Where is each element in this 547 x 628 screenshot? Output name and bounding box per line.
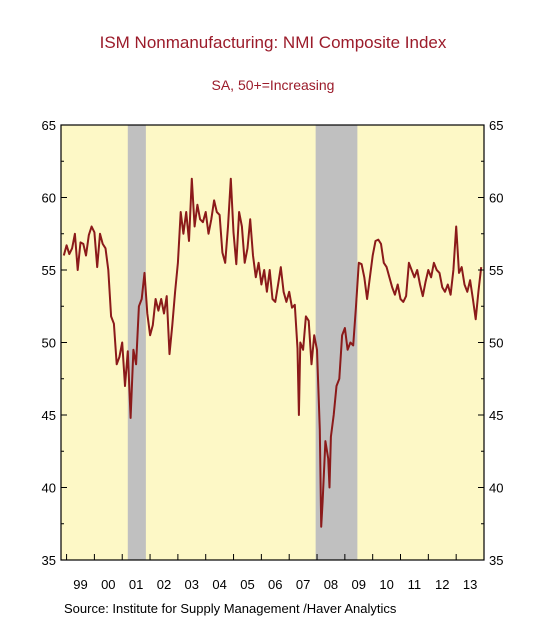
- plot-background: [61, 125, 484, 560]
- x-tick-label: 01: [129, 577, 143, 592]
- y-tick-label-left: 35: [42, 553, 56, 568]
- x-tick-label: 13: [463, 577, 477, 592]
- plot-area: [60, 124, 485, 561]
- y-tick-label-right: 45: [489, 408, 503, 423]
- y-tick-label-left: 60: [42, 191, 56, 206]
- y-tick-label-left: 45: [42, 408, 56, 423]
- y-tick-label-right: 60: [489, 191, 503, 206]
- x-tick-label: 04: [212, 577, 226, 592]
- x-tick-label: 02: [157, 577, 171, 592]
- series-line: [62, 177, 483, 528]
- x-axis: 99 00 01 02 03 04 05 06 07 08 09 10 11 12 13: [66, 554, 477, 592]
- x-tick-label: 03: [185, 577, 199, 592]
- x-tick-label: 99: [73, 577, 87, 592]
- x-tick-label: 09: [352, 577, 366, 592]
- chart-subtitle: SA, 50+=Increasing: [212, 77, 335, 93]
- x-tick-label: 10: [379, 577, 393, 592]
- y-tick-label-left: 40: [42, 481, 56, 496]
- x-tick-label: 08: [324, 577, 338, 592]
- y-tick-label-left: 65: [42, 118, 56, 133]
- y-tick-label-left: 55: [42, 263, 56, 278]
- y-tick-label-right: 40: [489, 481, 503, 496]
- x-tick-label: 05: [240, 577, 254, 592]
- x-tick-label: 12: [435, 577, 449, 592]
- chart-title: ISM Nonmanufacturing: NMI Composite Inde…: [100, 33, 447, 52]
- y-tick-label-left: 50: [42, 336, 56, 351]
- source-note: Source: Institute for Supply Management …: [64, 601, 397, 616]
- x-tick-label: 00: [101, 577, 115, 592]
- x-tick-label: 07: [296, 577, 310, 592]
- y-tick-label-right: 50: [489, 336, 503, 351]
- y-tick-label-right: 35: [489, 553, 503, 568]
- y-tick-label-right: 55: [489, 263, 503, 278]
- y-axis-left: 35 40 45 50 55 60 65: [42, 118, 67, 568]
- x-tick-label: 06: [268, 577, 282, 592]
- x-tick-label: 11: [408, 577, 422, 592]
- y-axis-right: 35 40 45 50 55 60 65: [478, 118, 503, 568]
- y-tick-label-right: 65: [489, 118, 503, 133]
